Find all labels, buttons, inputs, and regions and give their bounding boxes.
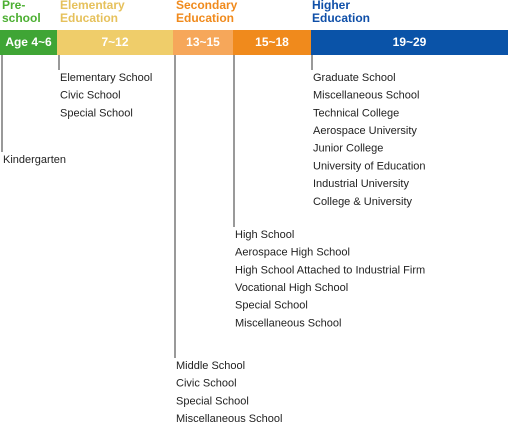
school-type: Graduate School [313, 72, 396, 84]
school-type: Elementary School [60, 72, 152, 84]
school-type: Kindergarten [3, 154, 66, 166]
school-type: Miscellaneous School [313, 90, 419, 102]
stage-header: Higher [312, 0, 350, 12]
school-type: Aerospace University [313, 125, 417, 137]
age-label: 7~12 [101, 35, 128, 49]
age-label: Age 4~6 [5, 35, 52, 49]
school-type: Special School [176, 395, 249, 407]
age-segment [0, 30, 57, 55]
school-type: Aerospace High School [235, 247, 350, 259]
school-type: Vocational High School [235, 282, 348, 294]
age-segment [173, 30, 233, 55]
school-type: Miscellaneous School [176, 413, 282, 424]
stage-header: Secondary [176, 0, 238, 12]
stage-header: Education [176, 11, 234, 25]
school-type: Technical College [313, 107, 399, 119]
age-segment [311, 30, 508, 55]
stage-header: Pre- [2, 0, 25, 12]
school-type: Special School [60, 107, 133, 119]
stage-header: Education [60, 11, 118, 25]
school-type: Civic School [60, 90, 121, 102]
stage-header: Education [312, 11, 370, 25]
school-type: High School Attached to Industrial Firm [235, 264, 425, 276]
school-type: High School [235, 229, 294, 241]
school-type: College & University [313, 196, 413, 208]
stage-header: school [2, 11, 41, 25]
age-label: 19~29 [393, 35, 427, 49]
school-type: Industrial University [313, 178, 409, 190]
school-type: Civic School [176, 378, 237, 390]
school-type: Miscellaneous School [235, 317, 341, 329]
age-segment [233, 30, 311, 55]
school-type: Middle School [176, 360, 245, 372]
age-segment [57, 30, 173, 55]
age-label: 13~15 [186, 35, 220, 49]
age-label: 15~18 [255, 35, 289, 49]
school-type: Special School [235, 300, 308, 312]
stage-header: Elementary [60, 0, 125, 12]
school-type: University of Education [313, 160, 426, 172]
school-type: Junior College [313, 143, 383, 155]
